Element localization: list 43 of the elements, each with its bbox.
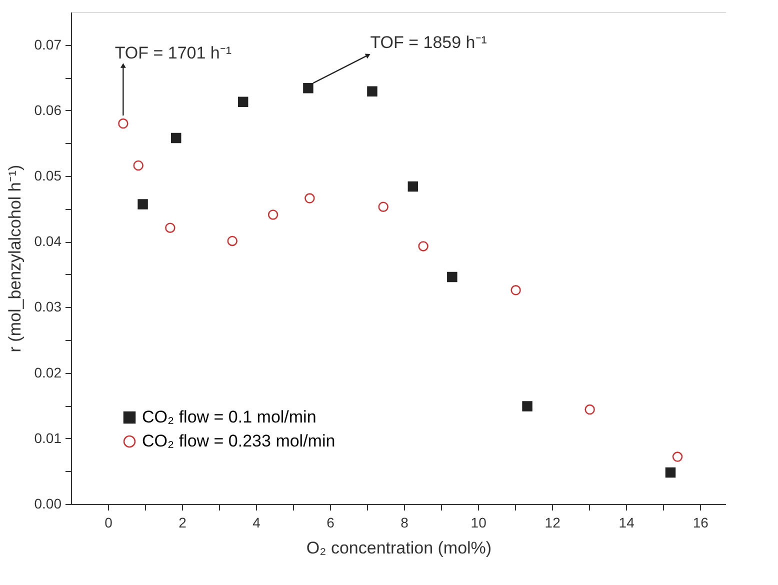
x-tick-label: 12 (544, 514, 561, 530)
y-tick-label: 0.03 (34, 298, 62, 315)
x-tick-label: 2 (178, 514, 187, 530)
y-tick-label: 0.00 (34, 496, 62, 512)
y-tick-label: 0.05 (34, 168, 62, 184)
legend-label: CO₂ flow = 0.233 mol/min (142, 432, 336, 450)
x-axis-title: O₂ concentration (mol%) (306, 538, 492, 558)
point (408, 181, 418, 192)
point (447, 272, 458, 282)
x-tick-label: 16 (692, 514, 709, 530)
point (118, 118, 128, 129)
point (418, 241, 428, 252)
point (238, 96, 248, 107)
x-tick-label: 0 (104, 514, 113, 530)
y-tick-label: 0.02 (34, 364, 62, 380)
point (584, 404, 595, 415)
point (510, 285, 521, 296)
point (268, 210, 278, 220)
point (227, 236, 238, 246)
point (522, 401, 532, 412)
x-tick-label: 10 (470, 514, 487, 530)
y-tick-label: 0.04 (34, 233, 62, 250)
point (665, 467, 676, 478)
point (138, 199, 148, 210)
point (133, 160, 144, 171)
x-tick-label: 14 (618, 514, 635, 530)
point (378, 202, 388, 212)
x-tick-label: 6 (326, 514, 335, 530)
y-tick-label: 0.07 (34, 36, 62, 52)
point (304, 193, 315, 204)
point (367, 86, 378, 96)
y-axis-title: r (mol_benzylalcohol h⁻¹) (5, 164, 24, 352)
point (170, 132, 182, 144)
point (165, 222, 176, 233)
annotation: TOF = 1701 h⁻¹ (114, 44, 232, 63)
point (303, 82, 314, 94)
y-tick-label: 0.01 (34, 430, 62, 446)
point (672, 452, 683, 462)
y-tick-label: 0.06 (34, 102, 62, 118)
x-tick-label: 4 (252, 514, 261, 530)
annotation: TOF = 1859 h⁻¹ (370, 33, 488, 52)
x-tick-label: 8 (400, 514, 409, 530)
legend-label: CO₂ flow = 0.1 mol/min (142, 408, 316, 426)
